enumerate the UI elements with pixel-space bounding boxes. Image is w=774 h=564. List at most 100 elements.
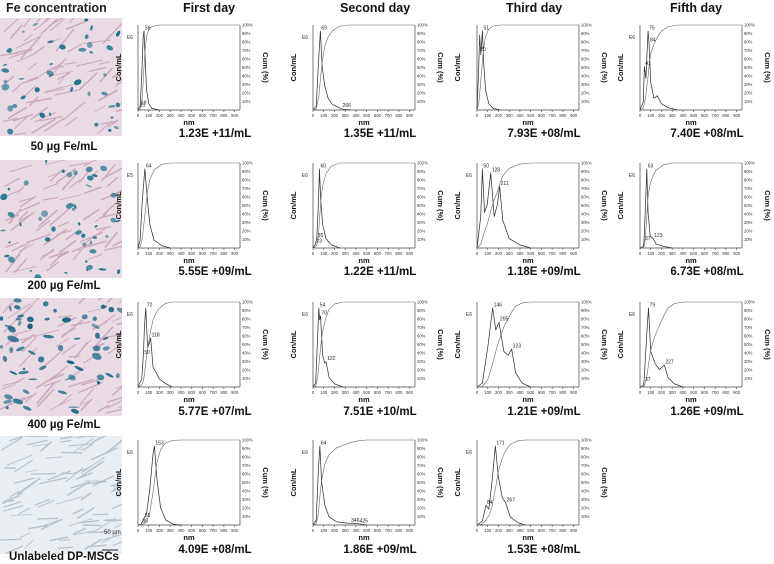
- cum-tick-label: 70%: [581, 186, 590, 191]
- conc-r0-c2: 7.93E +08/mL: [479, 128, 609, 140]
- y-axis-label-right: Cum (%): [436, 329, 445, 360]
- row-label-400: 400 µg Fe/mL: [0, 419, 134, 431]
- cum-tick-label: 20%: [744, 229, 753, 234]
- x-axis-label: nm: [358, 395, 370, 404]
- peak-label: 211: [501, 181, 509, 187]
- x-tick-label: 700: [549, 251, 557, 256]
- peak-label: 266: [343, 103, 352, 109]
- y-axis-label-right: Cum (%): [261, 190, 270, 221]
- distribution-curve: [138, 308, 172, 387]
- cum-tick-label: 70%: [242, 325, 251, 330]
- cum-tick-label: 40%: [242, 74, 251, 79]
- y-scale-label: E6: [302, 450, 308, 456]
- x-tick-label: 100: [145, 528, 153, 533]
- cum-tick-label: 90%: [744, 308, 753, 313]
- cum-tick-label: 10%: [581, 376, 590, 381]
- cum-tick-label: 100%: [581, 23, 592, 28]
- y-scale-label: E6: [629, 312, 635, 318]
- x-tick-label: 600: [199, 390, 207, 395]
- cum-tick-label: 100%: [581, 161, 592, 166]
- cum-tick-label: 100%: [242, 300, 253, 305]
- cum-tick-label: 80%: [242, 178, 251, 183]
- x-tick-label: 100: [647, 113, 655, 118]
- cum-tick-label: 40%: [417, 74, 426, 79]
- peak-label: 37: [645, 236, 651, 242]
- cumulative-curve: [313, 163, 415, 248]
- peak-label: 171: [496, 441, 505, 447]
- cum-tick-label: 70%: [417, 48, 426, 53]
- cum-tick-label: 60%: [417, 57, 426, 62]
- cum-tick-label: 80%: [744, 317, 753, 322]
- x-tick-label: 0: [312, 390, 315, 395]
- cum-tick-label: 10%: [581, 99, 590, 104]
- x-tick-label: 800: [395, 390, 403, 395]
- x-tick-label: 900: [406, 390, 414, 395]
- distribution-curve: [640, 308, 683, 387]
- x-tick-label: 300: [167, 113, 175, 118]
- y-axis-label-left: Con/mL: [616, 191, 625, 219]
- x-axis-label: nm: [183, 118, 195, 127]
- x-tick-label: 200: [495, 390, 503, 395]
- distribution-curve: [138, 31, 159, 110]
- x-tick-label: 900: [733, 390, 741, 395]
- x-tick-label: 0: [639, 113, 642, 118]
- x-tick-label: 200: [331, 528, 339, 533]
- cum-tick-label: 50%: [417, 65, 426, 70]
- cumulative-curve: [313, 25, 415, 110]
- y-scale-label: E6: [302, 312, 308, 318]
- cum-tick-label: 50%: [242, 203, 251, 208]
- x-tick-label: 700: [210, 390, 218, 395]
- cum-tick-label: 70%: [581, 325, 590, 330]
- x-tick-label: 800: [722, 251, 730, 256]
- x-tick-label: 0: [137, 251, 140, 256]
- distribution-curve: [477, 446, 525, 525]
- x-tick-label: 600: [538, 251, 546, 256]
- cum-tick-label: 40%: [744, 212, 753, 217]
- peak-label: 72: [147, 303, 153, 309]
- x-tick-label: 300: [669, 251, 677, 256]
- cum-tick-label: 30%: [581, 82, 590, 87]
- cum-tick-label: 90%: [581, 169, 590, 174]
- peak-label: 84: [650, 37, 656, 43]
- x-tick-label: 0: [476, 251, 479, 256]
- cum-tick-label: 40%: [242, 212, 251, 217]
- peak-label: 60: [320, 164, 326, 170]
- iron-deposit: [78, 48, 86, 52]
- y-axis-label-right: Cum (%): [763, 329, 772, 360]
- cum-tick-label: 50%: [417, 203, 426, 208]
- cum-tick-label: 20%: [581, 506, 590, 511]
- y-scale-label: E6: [302, 173, 308, 179]
- cum-tick-label: 90%: [417, 169, 426, 174]
- y-axis-label-left: Con/mL: [616, 330, 625, 358]
- x-tick-label: 900: [733, 113, 741, 118]
- y-axis-label-right: Cum (%): [261, 467, 270, 498]
- x-tick-label: 700: [385, 390, 393, 395]
- cum-tick-label: 90%: [242, 169, 251, 174]
- cum-tick-label: 30%: [744, 220, 753, 225]
- cum-tick-label: 80%: [417, 317, 426, 322]
- y-axis-label-left: Con/mL: [616, 53, 625, 81]
- cum-tick-label: 80%: [581, 178, 590, 183]
- conc-r2-c0: 5.77E +07/mL: [150, 406, 280, 418]
- cum-tick-label: 70%: [744, 186, 753, 191]
- x-tick-label: 700: [549, 113, 557, 118]
- distribution-curve: [477, 31, 501, 110]
- cum-tick-label: 40%: [744, 351, 753, 356]
- conc-r1-c1: 1.22E +11/mL: [315, 266, 445, 278]
- x-tick-label: 900: [231, 251, 239, 256]
- x-tick-label: 0: [639, 251, 642, 256]
- cum-tick-label: 70%: [581, 48, 590, 53]
- x-tick-label: 800: [559, 113, 567, 118]
- y-axis-label-left: Con/mL: [453, 468, 462, 496]
- x-tick-label: 300: [669, 113, 677, 118]
- x-tick-label: 100: [647, 390, 655, 395]
- cum-tick-label: 100%: [581, 300, 592, 305]
- peak-label: 54: [320, 303, 326, 309]
- cum-tick-label: 20%: [417, 506, 426, 511]
- peak-label: 56: [145, 26, 151, 32]
- cum-tick-label: 40%: [242, 489, 251, 494]
